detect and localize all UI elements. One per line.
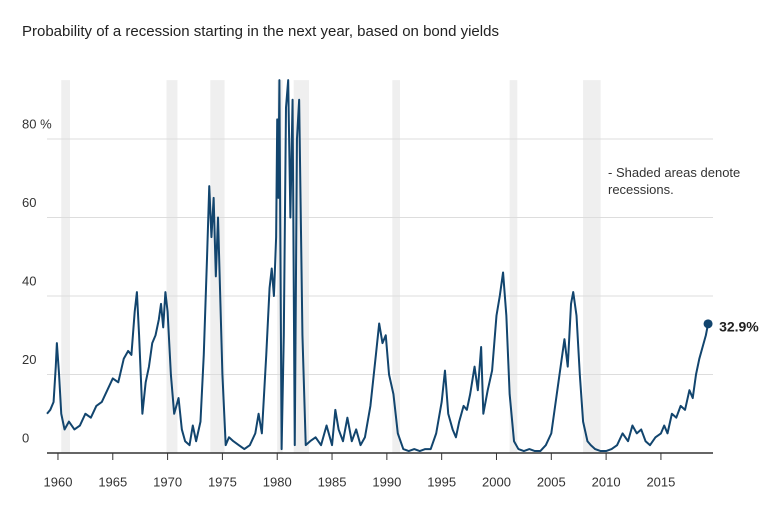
x-tick-label: 2000 [482, 474, 511, 489]
x-tick-label: 2010 [592, 474, 621, 489]
line [46, 79, 710, 453]
x-tick-label: 1975 [208, 474, 237, 489]
end-point [703, 319, 713, 329]
x-tick-label: 1995 [427, 474, 456, 489]
x-tick-label: 2015 [646, 474, 675, 489]
annotation: - Shaded areas denote recessions. [608, 165, 741, 197]
end-label: 32.9% [719, 319, 759, 335]
y-tick-label: 40 [22, 273, 36, 288]
recession-band [61, 80, 71, 453]
recession-band [392, 80, 401, 453]
recession-band [509, 80, 518, 453]
x-tick-label: 1980 [263, 474, 292, 489]
y-tick-label: 60 [22, 195, 36, 210]
recession-band [166, 80, 178, 453]
x-tick-label: 1990 [372, 474, 401, 489]
x-tick-label: 1965 [98, 474, 127, 489]
x-tick-label: 1960 [44, 474, 73, 489]
x-tick-label: 1970 [153, 474, 182, 489]
x-tick-label: 2005 [537, 474, 566, 489]
recession-band [583, 80, 601, 453]
y-tick-label: 20 [22, 352, 36, 367]
x-tick-label: 1985 [318, 474, 347, 489]
y-tick-label: 80 % [22, 116, 52, 131]
y-tick-label: 0 [22, 430, 29, 445]
chart-title: Probability of a recession starting in t… [22, 23, 499, 40]
